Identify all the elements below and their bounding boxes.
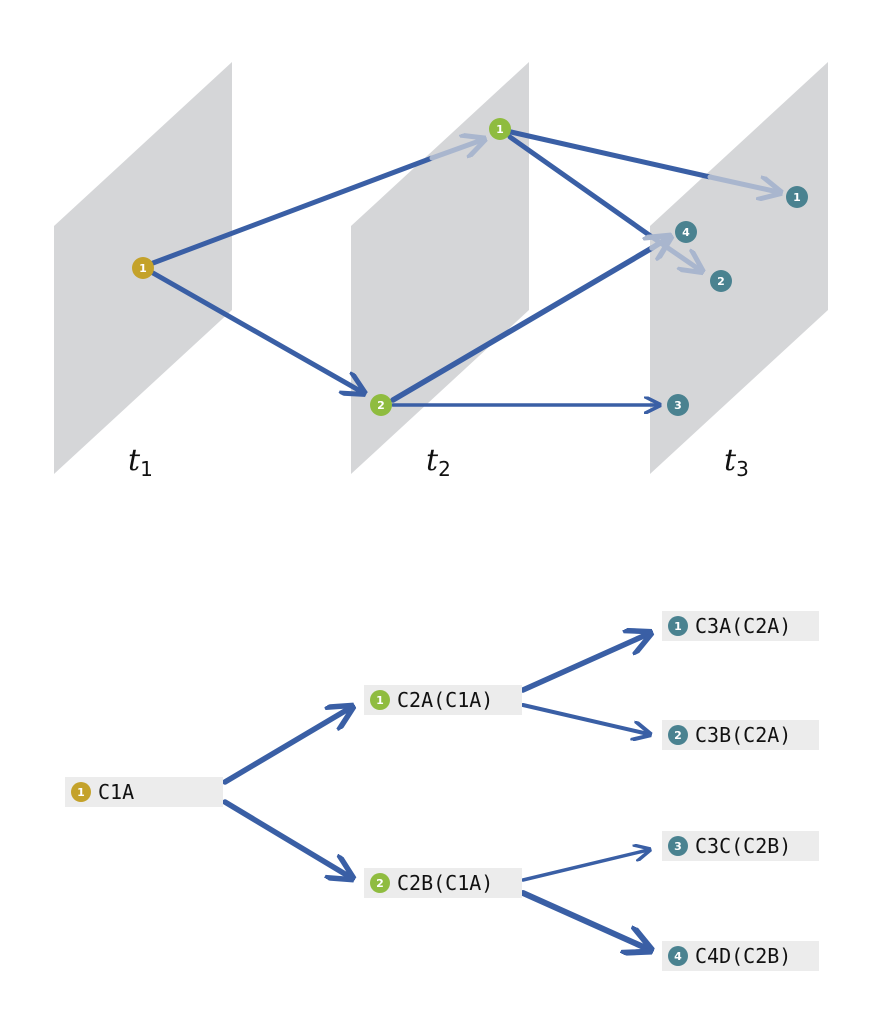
svg-text:1: 1 [376,694,384,707]
arrow-t2n2-to-t3n4-faded [652,238,668,248]
svg-text:C4D(C2B): C4D(C2B) [695,944,791,968]
svg-text:2: 2 [717,275,725,288]
space-arrows [150,129,778,405]
arrow-t2n2-to-t3n4 [390,245,655,403]
svg-text:3: 3 [674,840,682,853]
arrow-t2n1-to-t3n1-faded [707,174,778,192]
svg-text:2: 2 [674,729,682,742]
svg-text:1: 1 [496,123,504,136]
tree-node-c2b: 2 C2B(C1A) [364,868,522,898]
space-node-t2-2: 2 [370,394,392,416]
space-node-t3-3: 3 [667,394,689,416]
space-node-t3-2: 2 [710,270,732,292]
arrow-t2n1-to-t3n2 [507,134,655,240]
tree-node-c1a: 1 C1A [65,777,223,807]
svg-text:1: 1 [139,262,147,275]
tree-node-c3c: 3 C3C(C2B) [662,831,819,861]
tree-arrow-c2b-to-c3c [521,850,648,882]
space-node-t3-1: 1 [786,186,808,208]
arrow-t2n1-to-t3n1 [508,129,713,180]
time-plane-3 [650,62,828,474]
arrow-t1n1-to-t2n1 [150,155,435,266]
tree-arrow-c2b-to-c3d [520,890,648,949]
arrow-t1n1-to-t2n2 [150,270,362,392]
svg-text:C3A(C2A): C3A(C2A) [695,614,791,638]
space-node-t1-1: 1 [132,257,154,279]
space-node-t3-4: 4 [675,221,697,243]
tree-arrow-c1a-to-c2a [222,708,350,785]
tree-nodes: 1 C1A 1 C2A(C1A) 2 C2B(C1A) 1 C3A(C2A) 2… [65,611,819,971]
svg-text:2: 2 [377,399,385,412]
tree-node-c3b: 2 C3B(C2A) [662,720,819,750]
svg-text:C2A(C1A): C2A(C1A) [397,688,493,712]
time-planes [54,62,828,474]
svg-text:1: 1 [793,191,801,204]
time-plane-2 [351,62,529,474]
svg-text:3: 3 [674,399,682,412]
arrow-t1n1-to-t2n1-faded [429,140,482,161]
time-label-2: t2 [426,443,451,481]
svg-text:2: 2 [376,877,384,890]
svg-text:4: 4 [674,950,682,963]
time-labels: t1 t2 t3 [128,443,749,481]
tree-arrow-c1a-to-c2b [222,799,350,877]
space-nodes: 1 1 2 1 2 3 4 [132,118,808,416]
tree-node-c2a: 1 C2A(C1A) [364,685,522,715]
time-label-3: t3 [724,443,749,481]
svg-text:C3C(C2B): C3C(C2B) [695,834,791,858]
svg-text:C1A: C1A [98,780,134,804]
svg-text:C2B(C1A): C2B(C1A) [397,871,493,895]
space-node-t2-1: 1 [489,118,511,140]
svg-text:1: 1 [674,620,682,633]
tree-node-c3a: 1 C3A(C2A) [662,611,819,641]
tree-node-c3d: 4 C4D(C2B) [662,941,819,971]
svg-text:4: 4 [682,226,690,239]
svg-text:1: 1 [77,786,85,799]
tree-arrows [222,634,648,949]
time-label-1: t1 [128,443,153,481]
tree-arrow-c2a-to-c3a [520,634,648,693]
tree-arrow-c2a-to-c3b [521,703,648,734]
svg-text:C3B(C2A): C3B(C2A) [695,723,791,747]
